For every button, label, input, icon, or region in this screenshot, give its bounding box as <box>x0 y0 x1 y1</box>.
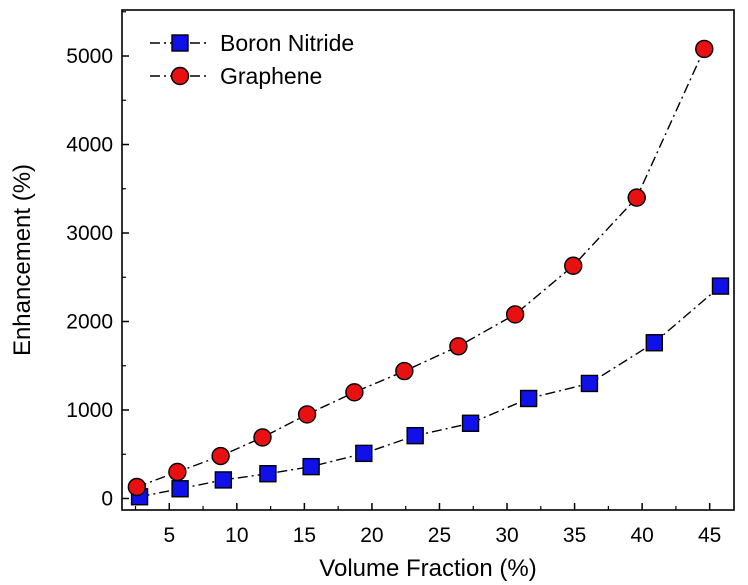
legend-marker <box>171 34 189 52</box>
data-point <box>406 426 424 445</box>
x-tick-label: 20 <box>360 524 383 547</box>
x-tick-label: 35 <box>563 524 586 547</box>
y-axis: 0 1000 2000 3000 4000 5000 <box>66 11 129 510</box>
legend-label: Graphene <box>220 63 322 89</box>
legend-item: Graphene <box>150 63 322 89</box>
data-point <box>449 337 468 356</box>
data-point <box>580 374 599 393</box>
y-tick-label: 1000 <box>66 399 113 422</box>
series-line <box>136 48 705 488</box>
data-point <box>171 480 189 498</box>
data-point <box>345 383 364 402</box>
x-tick-label: 40 <box>630 524 653 547</box>
x-tick-label: 15 <box>293 524 316 547</box>
data-point <box>253 428 272 447</box>
series-layer <box>127 39 730 506</box>
data-point <box>461 414 480 432</box>
data-point <box>519 389 538 408</box>
data-point <box>645 334 663 352</box>
data-point <box>168 462 187 482</box>
legend: Boron Nitride Graphene <box>150 30 354 89</box>
data-point <box>211 446 230 466</box>
x-axis-title: Volume Fraction (%) <box>319 555 536 582</box>
x-tick-label: 25 <box>428 524 451 547</box>
y-tick-label: 5000 <box>66 45 113 68</box>
y-tick-label: 2000 <box>66 311 113 334</box>
y-tick-label: 0 <box>101 487 113 510</box>
data-point <box>711 277 730 295</box>
plot-frame <box>121 9 735 511</box>
data-point <box>259 465 277 483</box>
data-point <box>564 256 583 275</box>
data-point <box>505 305 525 324</box>
series-1 <box>127 39 714 497</box>
series-0 <box>130 277 730 506</box>
series-line <box>139 285 721 498</box>
data-point <box>627 188 646 207</box>
x-tick-label: 5 <box>163 524 175 547</box>
legend-label: Boron Nitride <box>220 30 354 56</box>
x-axis: 5 10 15 20 25 30 35 40 45 <box>134 503 721 547</box>
data-point <box>127 477 147 497</box>
plot-frame-group <box>121 9 735 511</box>
y-tick-label: 3000 <box>66 222 113 245</box>
x-tick-label: 45 <box>698 524 721 547</box>
legend-item: Boron Nitride <box>150 30 354 56</box>
x-tick-label: 30 <box>495 524 518 547</box>
x-tick-label: 10 <box>225 524 248 547</box>
data-point <box>355 444 373 463</box>
legend-marker <box>170 66 190 86</box>
data-point <box>695 39 714 59</box>
y-axis-title: Enhancement (%) <box>9 164 36 356</box>
data-point <box>297 405 317 424</box>
data-point <box>302 457 320 476</box>
data-point <box>214 471 233 489</box>
data-point <box>395 361 414 381</box>
y-tick-label: 4000 <box>66 134 113 157</box>
